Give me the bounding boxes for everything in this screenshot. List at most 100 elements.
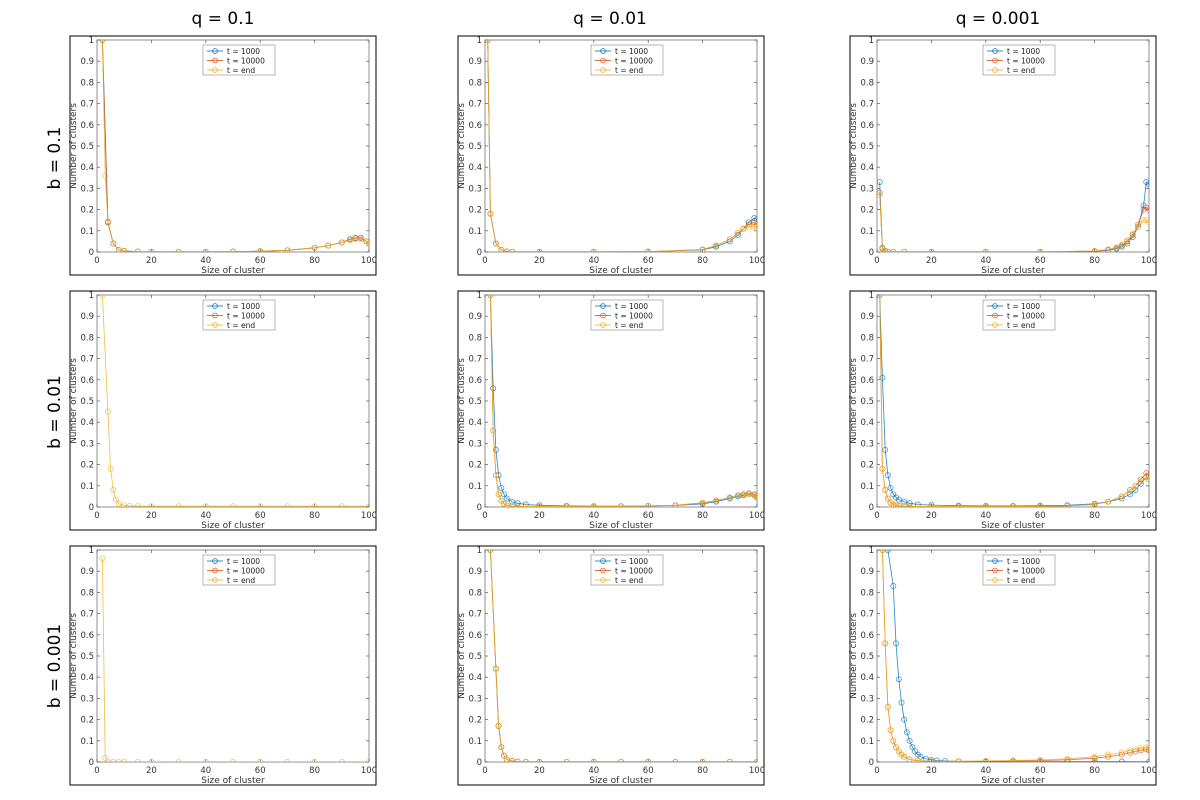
legend-label: t = 1000 (615, 557, 648, 566)
legend-label: t = end (227, 576, 255, 585)
y-tick-label: 0.6 (468, 376, 482, 386)
x-axis-label: Size of cluster (201, 776, 265, 786)
x-tick-label: 100 (749, 511, 765, 521)
data-point (982, 757, 989, 762)
data-point (882, 640, 889, 647)
x-tick-label: 0 (874, 766, 879, 776)
x-tick-label: 40 (200, 766, 211, 776)
x-tick-label: 60 (255, 511, 266, 521)
x-tick-label: 0 (874, 256, 879, 266)
y-tick-label: 0.1 (468, 737, 482, 747)
data-point (498, 744, 505, 751)
x-tick-label: 0 (94, 511, 99, 521)
y-tick-label: 0.7 (468, 610, 482, 620)
data-point (914, 501, 921, 507)
subplot-frame (457, 545, 765, 786)
y-tick-label: 0.3 (860, 439, 874, 449)
data-point (982, 248, 989, 252)
data-point (284, 758, 291, 762)
data-point (884, 495, 891, 502)
y-tick-label: 1 (477, 291, 482, 301)
data-point (495, 723, 502, 729)
x-axis-label: Size of cluster (981, 521, 1045, 531)
data-point (893, 640, 899, 647)
plot-area (487, 550, 757, 762)
y-axis-label: Number of clusters (69, 358, 79, 444)
x-tick-label: 40 (200, 511, 211, 521)
data-point (1146, 745, 1149, 752)
data-point (713, 242, 720, 249)
legend-label: t = end (1007, 321, 1035, 330)
data-point (498, 246, 505, 252)
legend-label: t = 10000 (615, 566, 653, 575)
y-tick-label: 0.6 (468, 121, 482, 131)
data-point (1118, 241, 1125, 248)
y-tick-label: 0.5 (80, 142, 94, 152)
data-point (522, 501, 529, 507)
subplot-frame (849, 545, 1157, 786)
data-point (536, 503, 543, 507)
data-point (618, 503, 624, 507)
data-point (735, 229, 741, 236)
data-point (509, 248, 516, 252)
data-point (754, 494, 757, 501)
x-tick-label: 0 (94, 256, 99, 266)
data-point (1113, 244, 1120, 251)
legend-marker (212, 67, 218, 73)
y-tick-label: 0.2 (80, 461, 94, 471)
y-tick-label: 0.3 (80, 184, 94, 194)
x-tick-label: 60 (643, 766, 654, 776)
legend-label: t = end (227, 321, 255, 330)
data-point (514, 503, 521, 507)
data-point (1037, 248, 1044, 252)
plot-area (99, 555, 369, 762)
y-tick-label: 0.4 (860, 163, 874, 173)
y-tick-label: 0.7 (468, 100, 482, 110)
legend-marker (212, 577, 218, 583)
data-point (1091, 753, 1098, 760)
data-point (1091, 501, 1098, 507)
y-axis-label: Number of clusters (849, 358, 859, 444)
data-point (890, 737, 897, 744)
subplot: 0 20 40 60 80 100 0 0.1 0.2 0.3 0.4 0.5 0.6 0.7 0.8 0.9… (69, 290, 377, 531)
y-tick-label: 1 (477, 546, 482, 556)
x-tick-label: 40 (200, 256, 211, 266)
y-tick-label: 0.9 (860, 567, 874, 577)
subplot: 0 20 40 60 80 100 0 0.1 0.2 0.3 0.4 0.5 0.6 0.7 0.8 0.9… (457, 290, 765, 531)
x-tick-label: 60 (1035, 256, 1046, 266)
x-tick-label: 20 (926, 511, 937, 521)
y-tick-label: 0.8 (80, 333, 94, 343)
y-tick-label: 0.5 (468, 397, 482, 407)
data-point (914, 503, 921, 507)
data-point (672, 758, 679, 762)
data-point (110, 487, 117, 493)
x-tick-label: 60 (1035, 511, 1046, 521)
data-point (754, 216, 757, 223)
data-point (102, 754, 109, 761)
data-point (887, 727, 894, 734)
legend-label: t = 1000 (615, 47, 648, 56)
legend-label: t = 10000 (227, 56, 265, 65)
legend-marker (212, 558, 218, 564)
y-tick-label: 0.6 (80, 631, 94, 641)
x-tick-label: 60 (255, 766, 266, 776)
y-tick-label: 0.2 (860, 716, 874, 726)
y-axis-label: Number of clusters (69, 613, 79, 699)
series-line (879, 192, 1149, 252)
series-line (879, 194, 1149, 252)
data-point (113, 496, 119, 503)
data-point (1064, 755, 1071, 762)
data-point (890, 583, 897, 589)
plot-area (485, 40, 757, 252)
data-point (1010, 757, 1016, 762)
legend-marker (600, 577, 606, 583)
data-point (618, 758, 624, 762)
data-point (487, 295, 494, 298)
data-point (1143, 746, 1149, 753)
y-tick-label: 0.7 (80, 100, 94, 110)
series-line (490, 295, 757, 507)
data-point (487, 550, 494, 553)
legend-marker (212, 312, 218, 319)
data-point (492, 472, 499, 479)
